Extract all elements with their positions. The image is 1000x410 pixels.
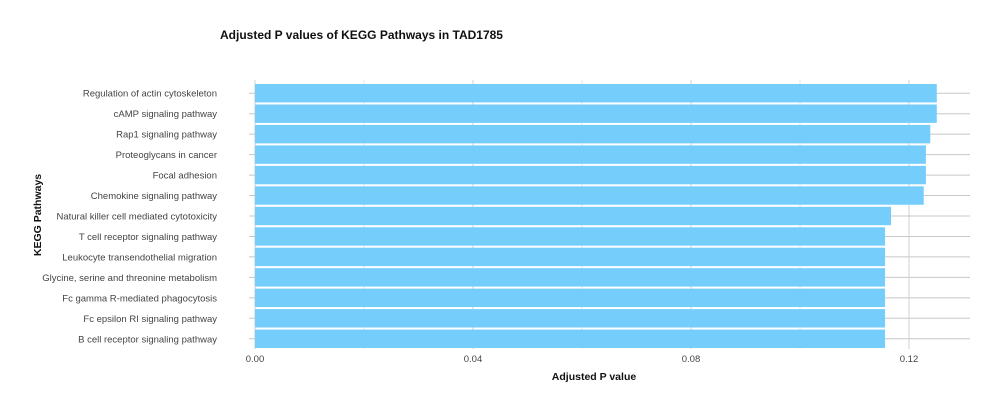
y-tick-label: Proteoglycans in cancer xyxy=(116,150,217,161)
bar xyxy=(255,329,886,348)
bar xyxy=(255,247,886,267)
y-tick-label: Regulation of actin cytoskeleton xyxy=(83,89,217,100)
x-tick-label: 0.04 xyxy=(464,354,483,365)
y-tick-label: Rap1 signaling pathway xyxy=(116,130,217,141)
bar xyxy=(255,124,931,144)
y-tick-label: T cell receptor signaling pathway xyxy=(79,232,217,243)
bar xyxy=(255,186,924,205)
bar xyxy=(255,84,937,103)
bar xyxy=(255,104,937,123)
y-tick-label: Chemokine signaling pathway xyxy=(91,191,217,202)
bar xyxy=(255,145,926,164)
y-tick-label: Focal adhesion xyxy=(153,171,217,182)
y-tick-label: Fc gamma R-mediated phagocytosis xyxy=(62,293,217,304)
x-axis-title: Adjusted P value xyxy=(552,371,637,383)
y-tick-label: B cell receptor signaling pathway xyxy=(78,334,217,345)
chart-title: Adjusted P values of KEGG Pathways in TA… xyxy=(220,28,503,42)
y-tick-label: Glycine, serine and threonine metabolism xyxy=(42,273,217,284)
bar xyxy=(255,268,886,287)
bar xyxy=(255,309,886,328)
y-tick-label: cAMP signaling pathway xyxy=(114,109,218,120)
bar xyxy=(255,165,926,185)
x-tick-label: 0.00 xyxy=(246,354,265,365)
bar xyxy=(255,288,886,308)
y-tick-label: Leukocyte transendothelial migration xyxy=(62,252,217,263)
bar xyxy=(255,227,886,246)
y-axis-title: KEGG Pathways xyxy=(32,174,44,256)
y-tick-label: Natural killer cell mediated cytotoxicit… xyxy=(56,212,217,223)
bar xyxy=(255,206,892,226)
y-tick-label: Fc epsilon RI signaling pathway xyxy=(83,314,217,325)
x-tick-label: 0.08 xyxy=(682,354,701,365)
x-tick-label: 0.12 xyxy=(900,354,919,365)
